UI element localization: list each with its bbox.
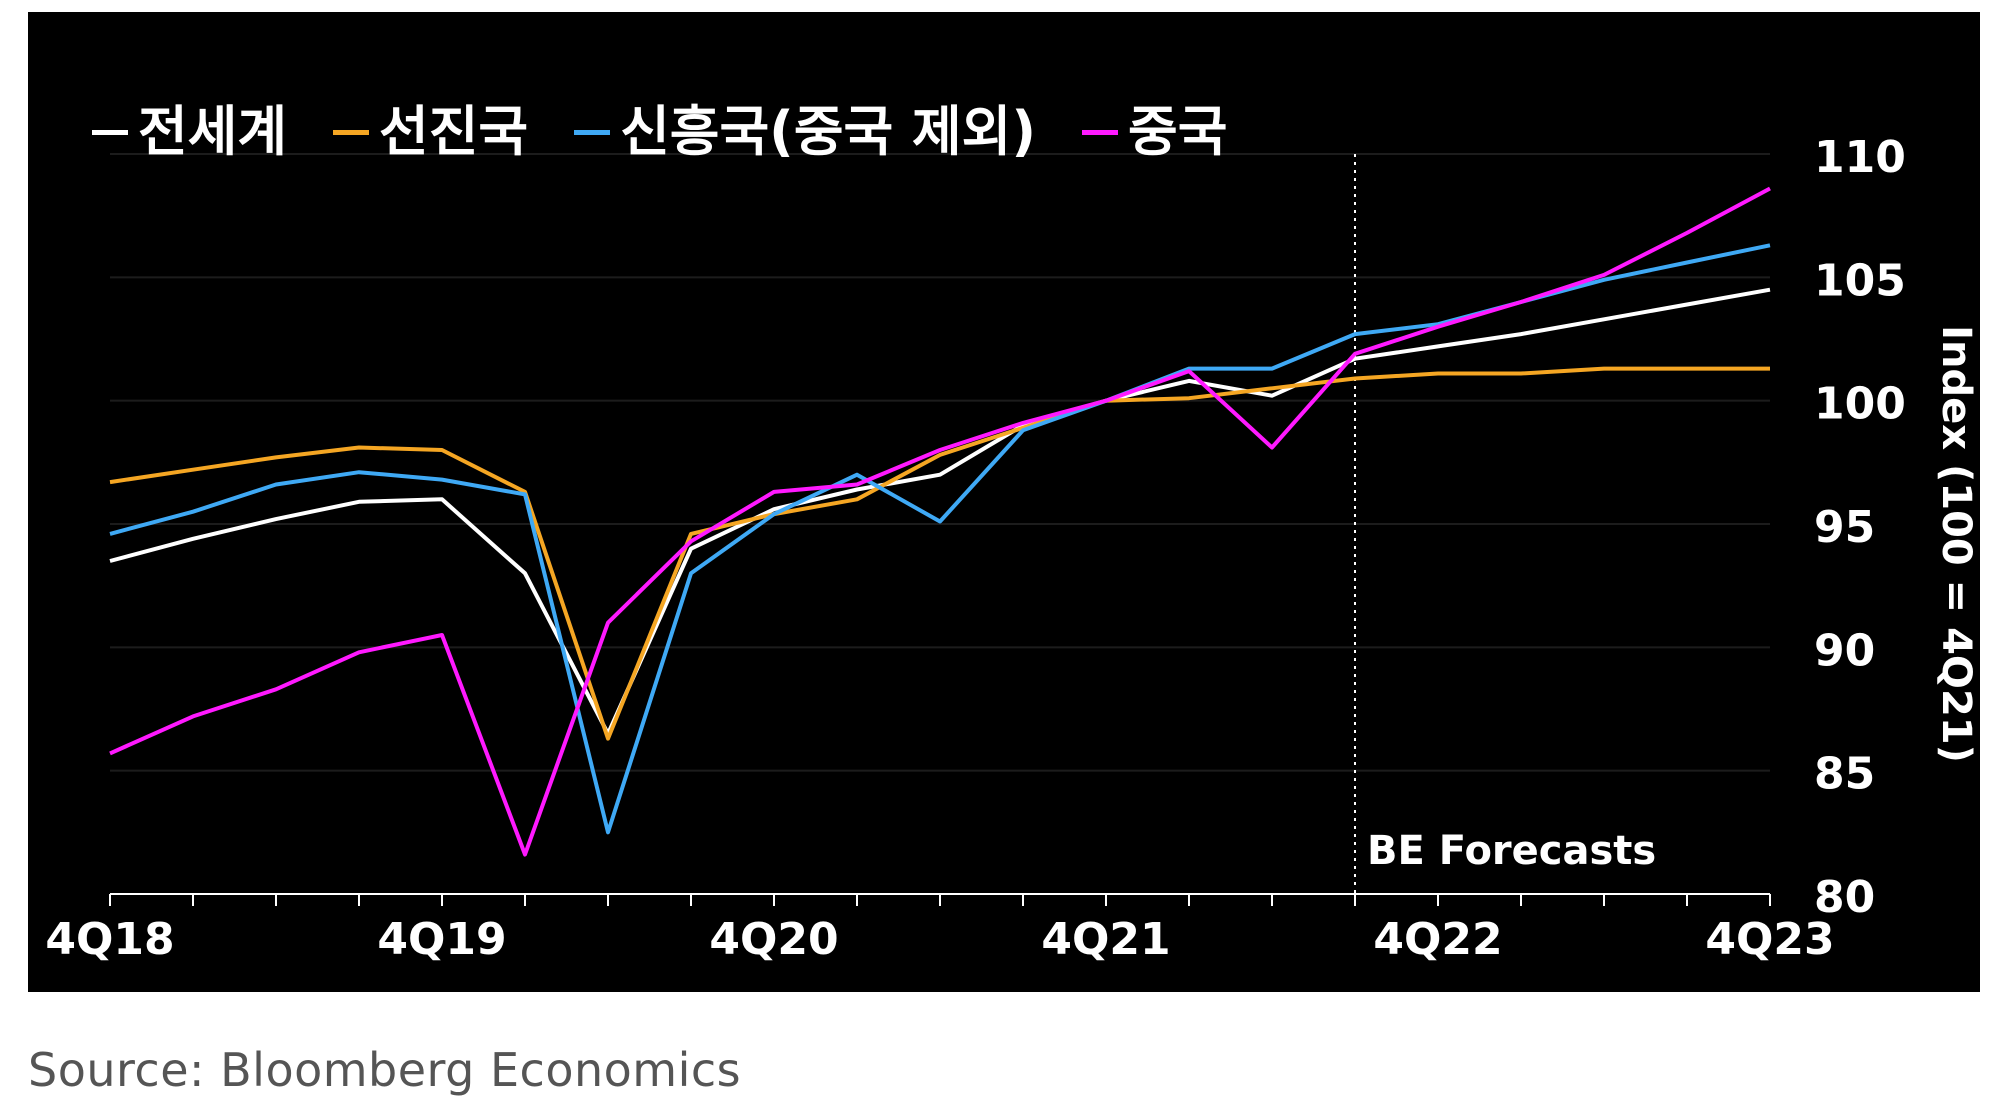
source-note: Source: Bloomberg Economics <box>28 1043 742 1097</box>
legend-label-3: 중국 <box>1128 100 1228 163</box>
y-tick-label-85: 85 <box>1814 749 1875 800</box>
x-tick-label-4Q18: 4Q18 <box>45 914 174 965</box>
x-tick-label-4Q20: 4Q20 <box>709 914 838 965</box>
x-tick-label-4Q23: 4Q23 <box>1705 914 1834 965</box>
forecast-annotation: BE Forecasts <box>1367 828 1656 874</box>
legend-label-2: 신흥국(중국 제외) <box>620 100 1037 163</box>
legend-item-2: 신흥국(중국 제외) <box>574 100 1036 164</box>
x-tick-label-4Q22: 4Q22 <box>1373 914 1502 965</box>
y-tick-label-90: 90 <box>1814 625 1875 676</box>
legend-item-3: 중국 <box>1082 100 1227 164</box>
legend-swatch-3 <box>1082 129 1119 135</box>
y-axis-title: Index (100 = 4Q21) <box>1933 325 1979 763</box>
y-tick-label-110: 110 <box>1814 132 1906 183</box>
y-tick-label-80: 80 <box>1814 872 1875 923</box>
legend: 전세계 선진국 신흥국(중국 제외) 중국 <box>92 100 1273 164</box>
legend-swatch-2 <box>574 129 611 135</box>
legend-label-1: 선진국 <box>379 100 529 163</box>
series-line-3 <box>109 186 1771 857</box>
line-chart: 80 85 90 95 100 105 110 4Q18 4Q19 4Q20 4Q21 4Q22 4Q2… <box>45 132 1979 965</box>
legend-swatch-1 <box>333 129 370 135</box>
legend-item-0: 전세계 <box>92 100 287 164</box>
y-tick-label-105: 105 <box>1814 255 1906 306</box>
legend-item-1: 선진국 <box>333 100 528 164</box>
y-tick-label-100: 100 <box>1814 379 1906 430</box>
y-tick-label-95: 95 <box>1814 502 1875 553</box>
legend-swatch-0 <box>92 129 128 135</box>
legend-label-0: 전세계 <box>138 100 288 163</box>
series-line-0 <box>109 287 1771 736</box>
x-tick-label-4Q19: 4Q19 <box>377 914 506 965</box>
x-tick-label-4Q21: 4Q21 <box>1041 914 1170 965</box>
chart-panel: 80 85 90 95 100 105 110 4Q18 4Q19 4Q20 4Q21 4Q22 4Q2… <box>28 12 1980 992</box>
series-line-1 <box>109 366 1770 741</box>
